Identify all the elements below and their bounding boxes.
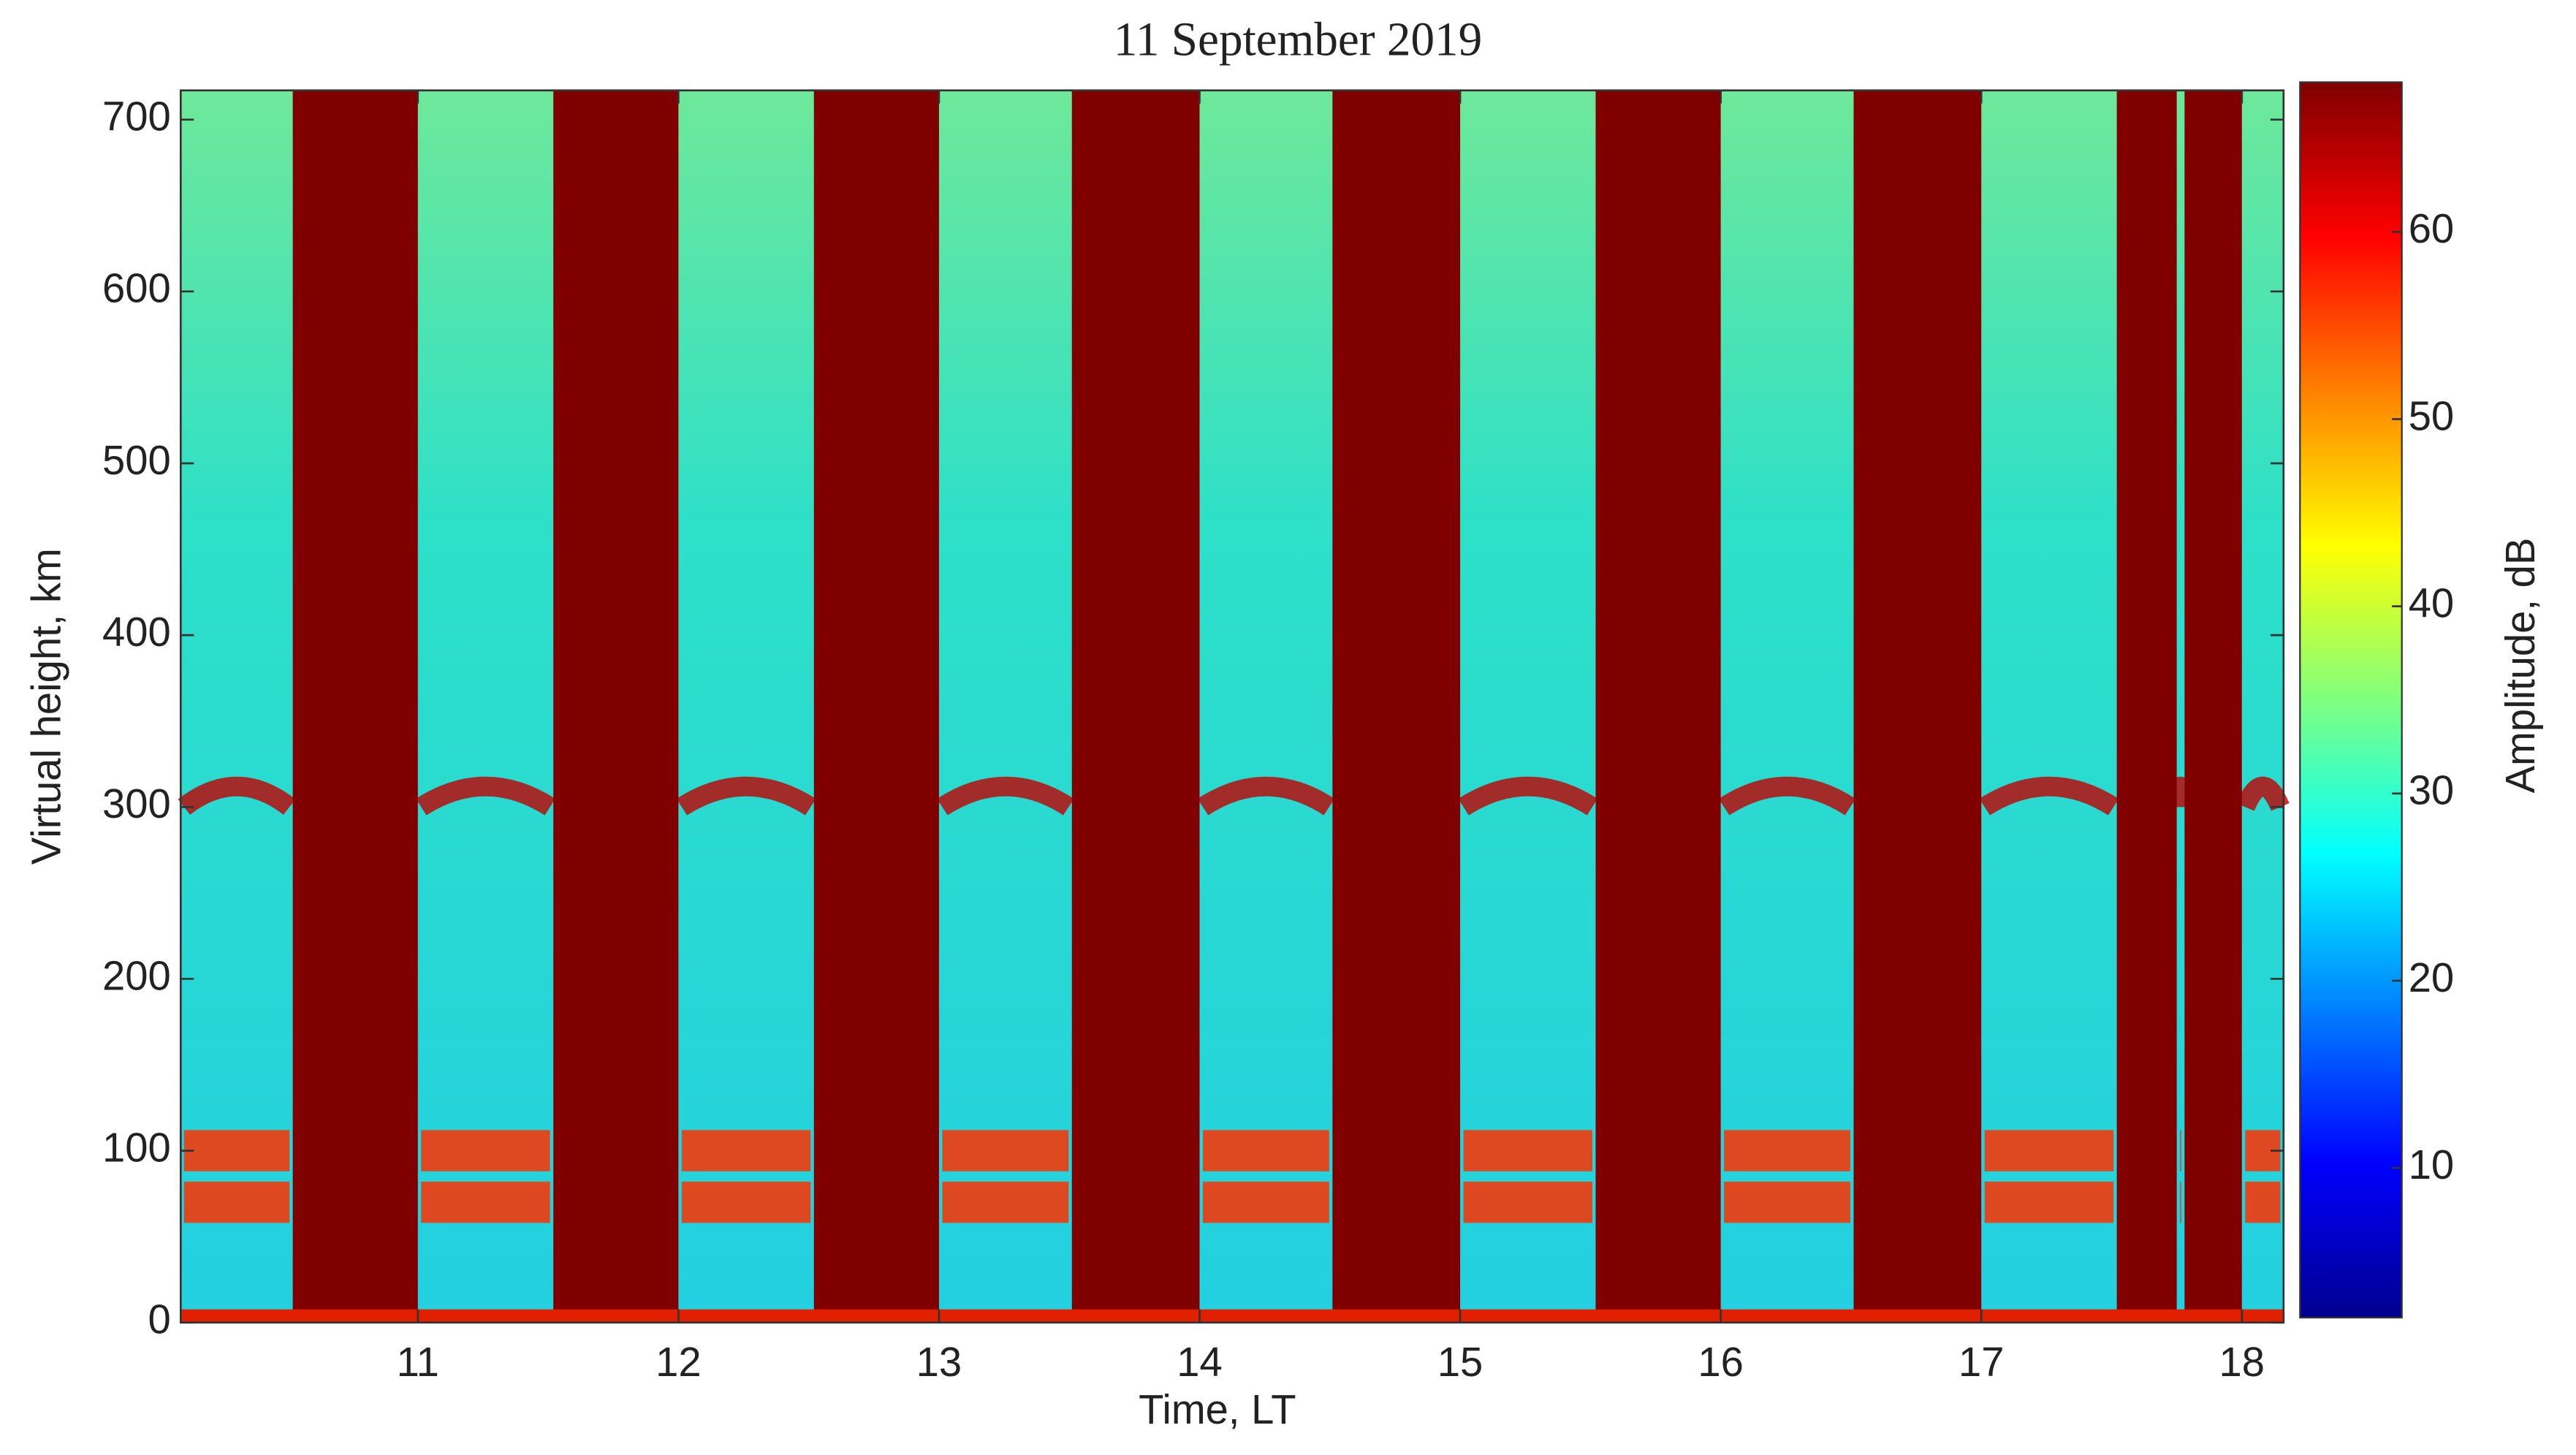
y-axis-label: Virtual height, km [23,548,69,865]
y-tick-label: 400 [102,609,171,655]
e-layer-band [942,1181,1069,1223]
colorbar-tick-label: 30 [2409,767,2455,813]
colorbar-tick-label: 50 [2409,392,2455,438]
f-layer-trace [1718,776,1856,816]
e-layer-band [421,1181,550,1223]
plot-frame [179,89,2285,1324]
colorbar-label: Amplitude, dB [2497,538,2543,794]
e-layer-band [1724,1130,1850,1171]
e-layer-band [2180,1181,2181,1223]
saturated-block [1853,90,1982,1323]
y-tick-label: 300 [102,780,171,827]
f-layer-trace [2170,777,2192,808]
y-tick-label: 500 [102,437,171,483]
y-tick-label: 200 [102,952,171,998]
saturated-block [1071,90,1200,1323]
e-layer-band [1463,1130,1592,1171]
saturated-block [2116,90,2177,1323]
f-layer-trace [937,776,1074,816]
e-layer-band [1984,1130,2114,1171]
y-tick-label: 0 [148,1296,171,1342]
colorbar-tick-label: 10 [2409,1141,2455,1188]
e-layer-band [183,1130,290,1171]
saturated-block [1595,90,1721,1323]
saturated-block [813,90,939,1323]
chart-title: 11 September 2019 [1114,14,1483,67]
saturated-block [292,90,418,1323]
x-tick-label: 15 [1437,1339,1483,1385]
f-layer-trace [1979,776,2119,816]
saturated-block [2184,90,2242,1323]
x-tick-label: 18 [2219,1339,2265,1385]
colorbar [2299,81,2403,1319]
e-layer-band [1724,1181,1850,1223]
colorbar-tick-label: 40 [2409,580,2455,626]
saturated-block [553,90,679,1323]
f-layer-trace [178,776,296,816]
colorbar-tick-label: 60 [2409,205,2455,251]
f-layer-trace [1458,776,1598,816]
f-layer-trace [2235,777,2290,811]
x-axis-label: Time, LT [1139,1386,1296,1432]
e-layer-band [183,1181,290,1223]
e-layer-band [1984,1181,2114,1223]
saturated-block [1332,90,1461,1323]
f-layer-trace [1197,776,1335,816]
e-layer-band [2180,1130,2181,1171]
y-tick-label: 700 [102,94,171,140]
x-tick-label: 16 [1698,1339,1744,1385]
e-layer-band [1202,1181,1329,1223]
e-layer-band [681,1130,811,1171]
e-layer-band [681,1181,811,1223]
e-layer-band [1463,1181,1592,1223]
e-layer-band [421,1130,550,1171]
e-layer-band [1202,1130,1329,1171]
ground-line [181,1309,2284,1323]
y-tick-label: 100 [102,1124,171,1170]
colorbar-tick-label: 20 [2409,954,2455,1000]
y-tick-label: 600 [102,265,171,311]
e-layer-band [942,1130,1069,1171]
e-layer-band [2245,1181,2281,1223]
f-layer-trace [416,776,555,816]
x-tick-label: 17 [1958,1339,2004,1385]
x-tick-label: 14 [1177,1339,1223,1385]
x-tick-label: 12 [656,1339,702,1385]
f-layer-trace [676,776,816,816]
x-tick-label: 13 [916,1339,962,1385]
x-tick-label: 11 [397,1339,439,1385]
